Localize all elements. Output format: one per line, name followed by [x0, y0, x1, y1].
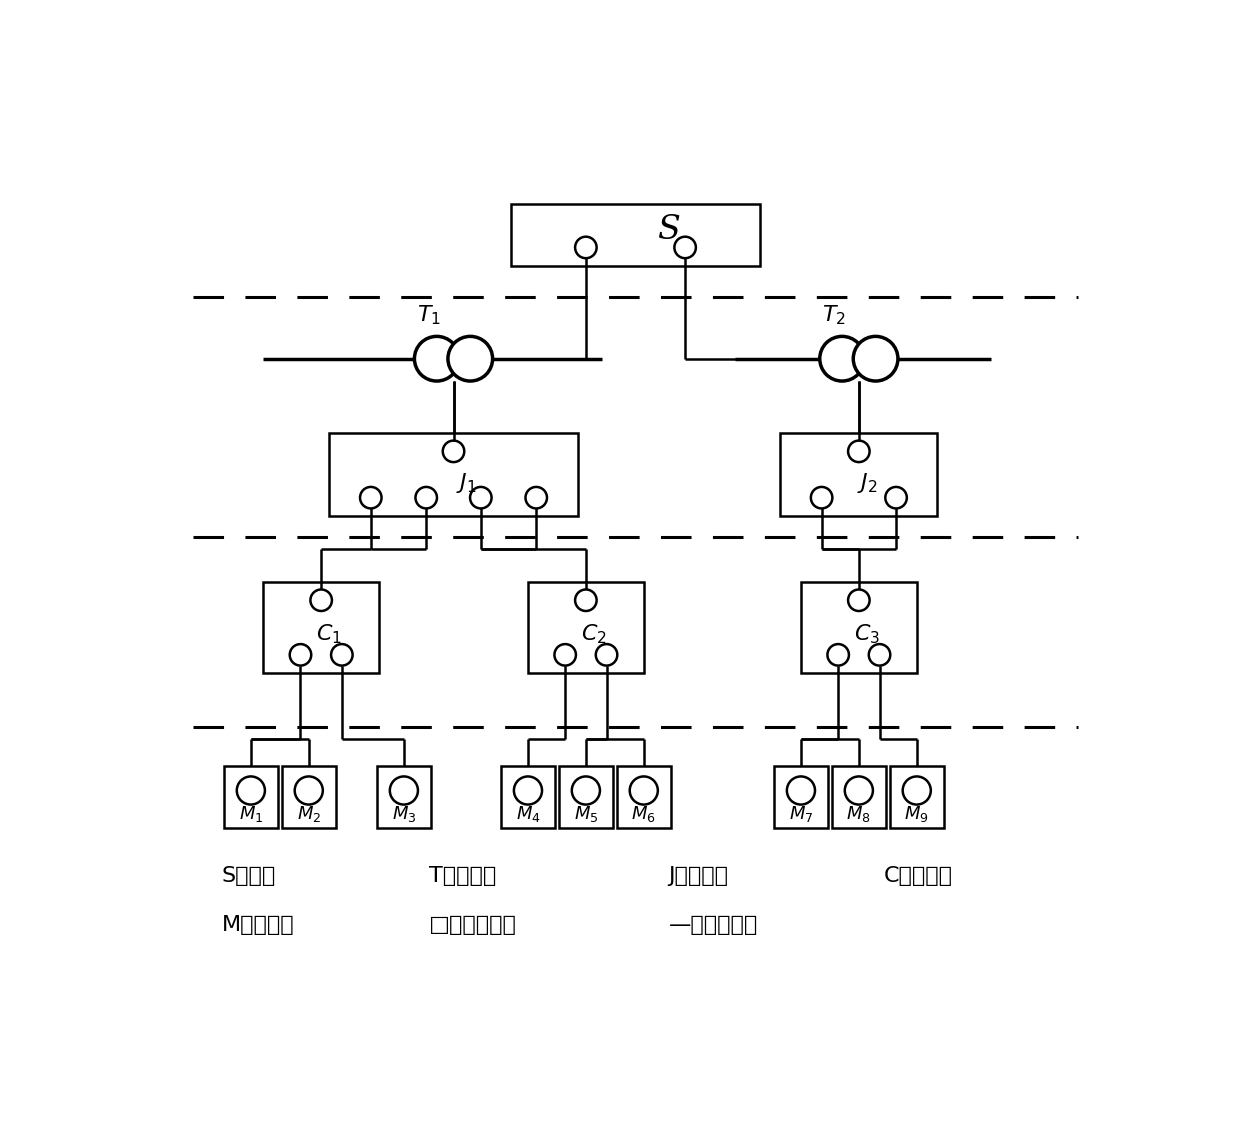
Text: $C_1$: $C_1$: [316, 623, 342, 646]
Text: —：通信信道: —：通信信道: [668, 915, 758, 935]
Bar: [281, 766, 336, 828]
Text: $M_9$: $M_9$: [904, 803, 929, 823]
Text: $M_6$: $M_6$: [631, 803, 656, 823]
Bar: [224, 766, 278, 828]
Text: $M_5$: $M_5$: [574, 803, 598, 823]
Bar: [559, 766, 613, 828]
Bar: [330, 433, 578, 515]
Bar: [511, 204, 760, 266]
Bar: [377, 766, 430, 828]
Text: S：主站: S：主站: [222, 865, 277, 885]
Text: $M_3$: $M_3$: [392, 803, 417, 823]
Bar: [801, 582, 916, 673]
Bar: [263, 582, 379, 673]
Text: $T_2$: $T_2$: [822, 303, 846, 327]
Circle shape: [820, 336, 864, 381]
Text: C：采集器: C：采集器: [884, 865, 952, 885]
Circle shape: [414, 336, 459, 381]
Bar: [528, 582, 644, 673]
Text: $M_7$: $M_7$: [789, 803, 813, 823]
Bar: [774, 766, 828, 828]
Bar: [501, 766, 554, 828]
Circle shape: [448, 336, 492, 381]
Text: $J_2$: $J_2$: [857, 470, 878, 495]
Bar: [616, 766, 671, 828]
Text: S: S: [657, 214, 680, 247]
Bar: [832, 766, 885, 828]
Text: $M_2$: $M_2$: [296, 803, 321, 823]
Bar: [780, 433, 937, 515]
Text: $T_1$: $T_1$: [417, 303, 440, 327]
Text: $J_1$: $J_1$: [455, 470, 476, 495]
Text: J：集中器: J：集中器: [668, 865, 729, 885]
Text: T：变压器: T：变压器: [429, 865, 496, 885]
Text: $M_8$: $M_8$: [847, 803, 872, 823]
Text: $C_2$: $C_2$: [582, 623, 608, 646]
Circle shape: [853, 336, 898, 381]
Text: □：现场设备: □：现场设备: [429, 915, 517, 935]
Bar: [890, 766, 944, 828]
Text: $M_1$: $M_1$: [238, 803, 263, 823]
Text: $C_3$: $C_3$: [854, 623, 880, 646]
Text: M：电能表: M：电能表: [222, 915, 295, 935]
Text: $M_4$: $M_4$: [516, 803, 541, 823]
